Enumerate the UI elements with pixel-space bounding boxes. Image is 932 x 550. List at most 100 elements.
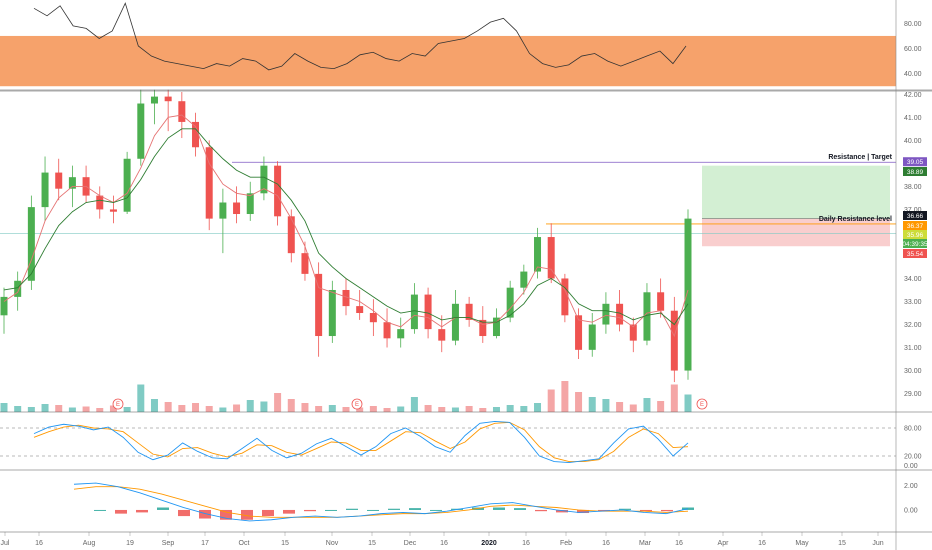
- volume-bar: [260, 401, 268, 412]
- macd-tick-label: 0.00: [904, 507, 918, 514]
- candle-body: [205, 147, 213, 219]
- macd-histogram-bar: [493, 507, 505, 510]
- macd-histogram-bar: [430, 509, 442, 511]
- daily-resistance-label: Daily Resistance level: [819, 216, 892, 223]
- stoch-tick-label: 0.00: [904, 463, 918, 470]
- volume-bar: [465, 406, 473, 412]
- macd-histogram-bar: [241, 509, 253, 520]
- earnings-marker-label: E: [116, 402, 120, 408]
- volume-bar: [588, 397, 596, 412]
- macd-histogram-bar: [409, 508, 421, 510]
- macd-histogram-bar: [367, 509, 379, 511]
- time-tick-label: 15: [368, 540, 376, 547]
- candle-body: [410, 294, 418, 330]
- time-tick-label: 16: [440, 540, 448, 547]
- candle-body: [27, 207, 35, 281]
- candle-body: [164, 96, 172, 102]
- time-axis[interactable]: Jul 16 Aug 19 Sep 17 Oct 15 Nov 15 Dec 16 2020 16 Feb 1…: [1, 532, 884, 547]
- volume-bar: [383, 408, 391, 412]
- candle-body: [150, 96, 158, 104]
- candle-body: [465, 303, 473, 320]
- volume-bar: [479, 408, 487, 412]
- candle-body: [479, 319, 487, 337]
- time-tick-label: Oct: [239, 540, 250, 547]
- candle-body: [492, 317, 500, 337]
- volume-bar: [178, 405, 186, 412]
- macd-histogram-bar: [556, 509, 568, 513]
- volume-bar: [27, 407, 35, 412]
- price-badge-label: 39.05: [907, 159, 924, 166]
- rsi-pane: [0, 2, 896, 87]
- macd-histogram-bar: [262, 509, 274, 517]
- earnings-marker: [351, 398, 363, 410]
- volume-bar: [342, 407, 350, 412]
- macd-histogram-bar: [514, 508, 526, 510]
- volume-bar: [520, 406, 528, 412]
- macd-histogram-bar: [535, 509, 547, 512]
- time-tick-label: Aug: [83, 540, 96, 547]
- time-tick-label: Jun: [872, 540, 883, 547]
- candle-body: [451, 303, 459, 341]
- macd-histogram-bar: [220, 509, 232, 520]
- candle-body: [274, 165, 282, 217]
- price-badge: [903, 249, 927, 258]
- candle-body: [123, 158, 131, 212]
- price-tick-label: 33.00: [904, 299, 922, 306]
- price-pane[interactable]: Resistance | Target Daily Resistance leve…: [0, 89, 896, 412]
- target-zone: [702, 165, 890, 219]
- macd-histogram-bar: [640, 509, 652, 512]
- stop-zone: [702, 218, 890, 247]
- macd-histogram-bar: [115, 509, 127, 514]
- volume-bar: [397, 406, 405, 412]
- volume-bar: [96, 408, 104, 412]
- candle-body: [561, 278, 569, 316]
- volume-bar: [315, 406, 323, 412]
- time-tick-label: Apr: [718, 540, 730, 547]
- volume-bar: [451, 407, 459, 412]
- volume-bar: [55, 405, 63, 412]
- stoch-tick-label: 20.00: [904, 454, 922, 461]
- candle-body: [383, 322, 391, 339]
- candle-body: [0, 296, 8, 316]
- candle-body: [246, 193, 254, 215]
- volume-bar: [123, 407, 131, 412]
- macd-tick-label: 2.00: [904, 483, 918, 490]
- candle-body: [629, 324, 637, 341]
- candle-body: [657, 292, 665, 311]
- macd-histogram-bar: [136, 509, 148, 513]
- macd-histogram-bar: [388, 508, 400, 510]
- time-tick-label: 16: [35, 540, 43, 547]
- price-axis[interactable]: 42.0041.0040.0039.0038.0037.0036.0035.00…: [902, 21, 928, 515]
- volume-bar: [561, 381, 569, 412]
- volume-bar: [287, 399, 295, 412]
- time-tick-label: Nov: [326, 540, 339, 547]
- time-tick-label: 2020: [481, 540, 497, 547]
- rsi-tick-label: 60.00: [904, 46, 922, 53]
- candle-body: [233, 202, 241, 215]
- volume-bar: [82, 406, 90, 412]
- price-tick-label: 32.00: [904, 322, 922, 329]
- candle-body: [547, 237, 555, 279]
- time-tick-label: 19: [126, 540, 134, 547]
- macd-histogram-bar: [346, 508, 358, 510]
- rsi-band: [0, 35, 896, 87]
- macd-histogram-bar: [94, 509, 106, 511]
- volume-bar: [246, 400, 254, 412]
- volume-bar: [109, 405, 117, 412]
- volume-bar: [219, 407, 227, 412]
- volume-bar: [602, 399, 610, 412]
- candle-body: [520, 271, 528, 288]
- volume-bar: [534, 403, 542, 412]
- candle-body: [684, 218, 692, 371]
- price-badge-label: 35.54: [907, 251, 924, 258]
- candle-body: [506, 287, 514, 318]
- macd-histogram-bar: [661, 509, 673, 512]
- candle-body: [68, 177, 76, 189]
- volume-bar: [14, 406, 22, 412]
- candle-body: [575, 315, 583, 350]
- stoch-tick-label: 80.00: [904, 426, 922, 433]
- macd-histogram-bar: [619, 508, 631, 510]
- price-badge: [903, 211, 927, 220]
- volume-bar: [629, 404, 637, 412]
